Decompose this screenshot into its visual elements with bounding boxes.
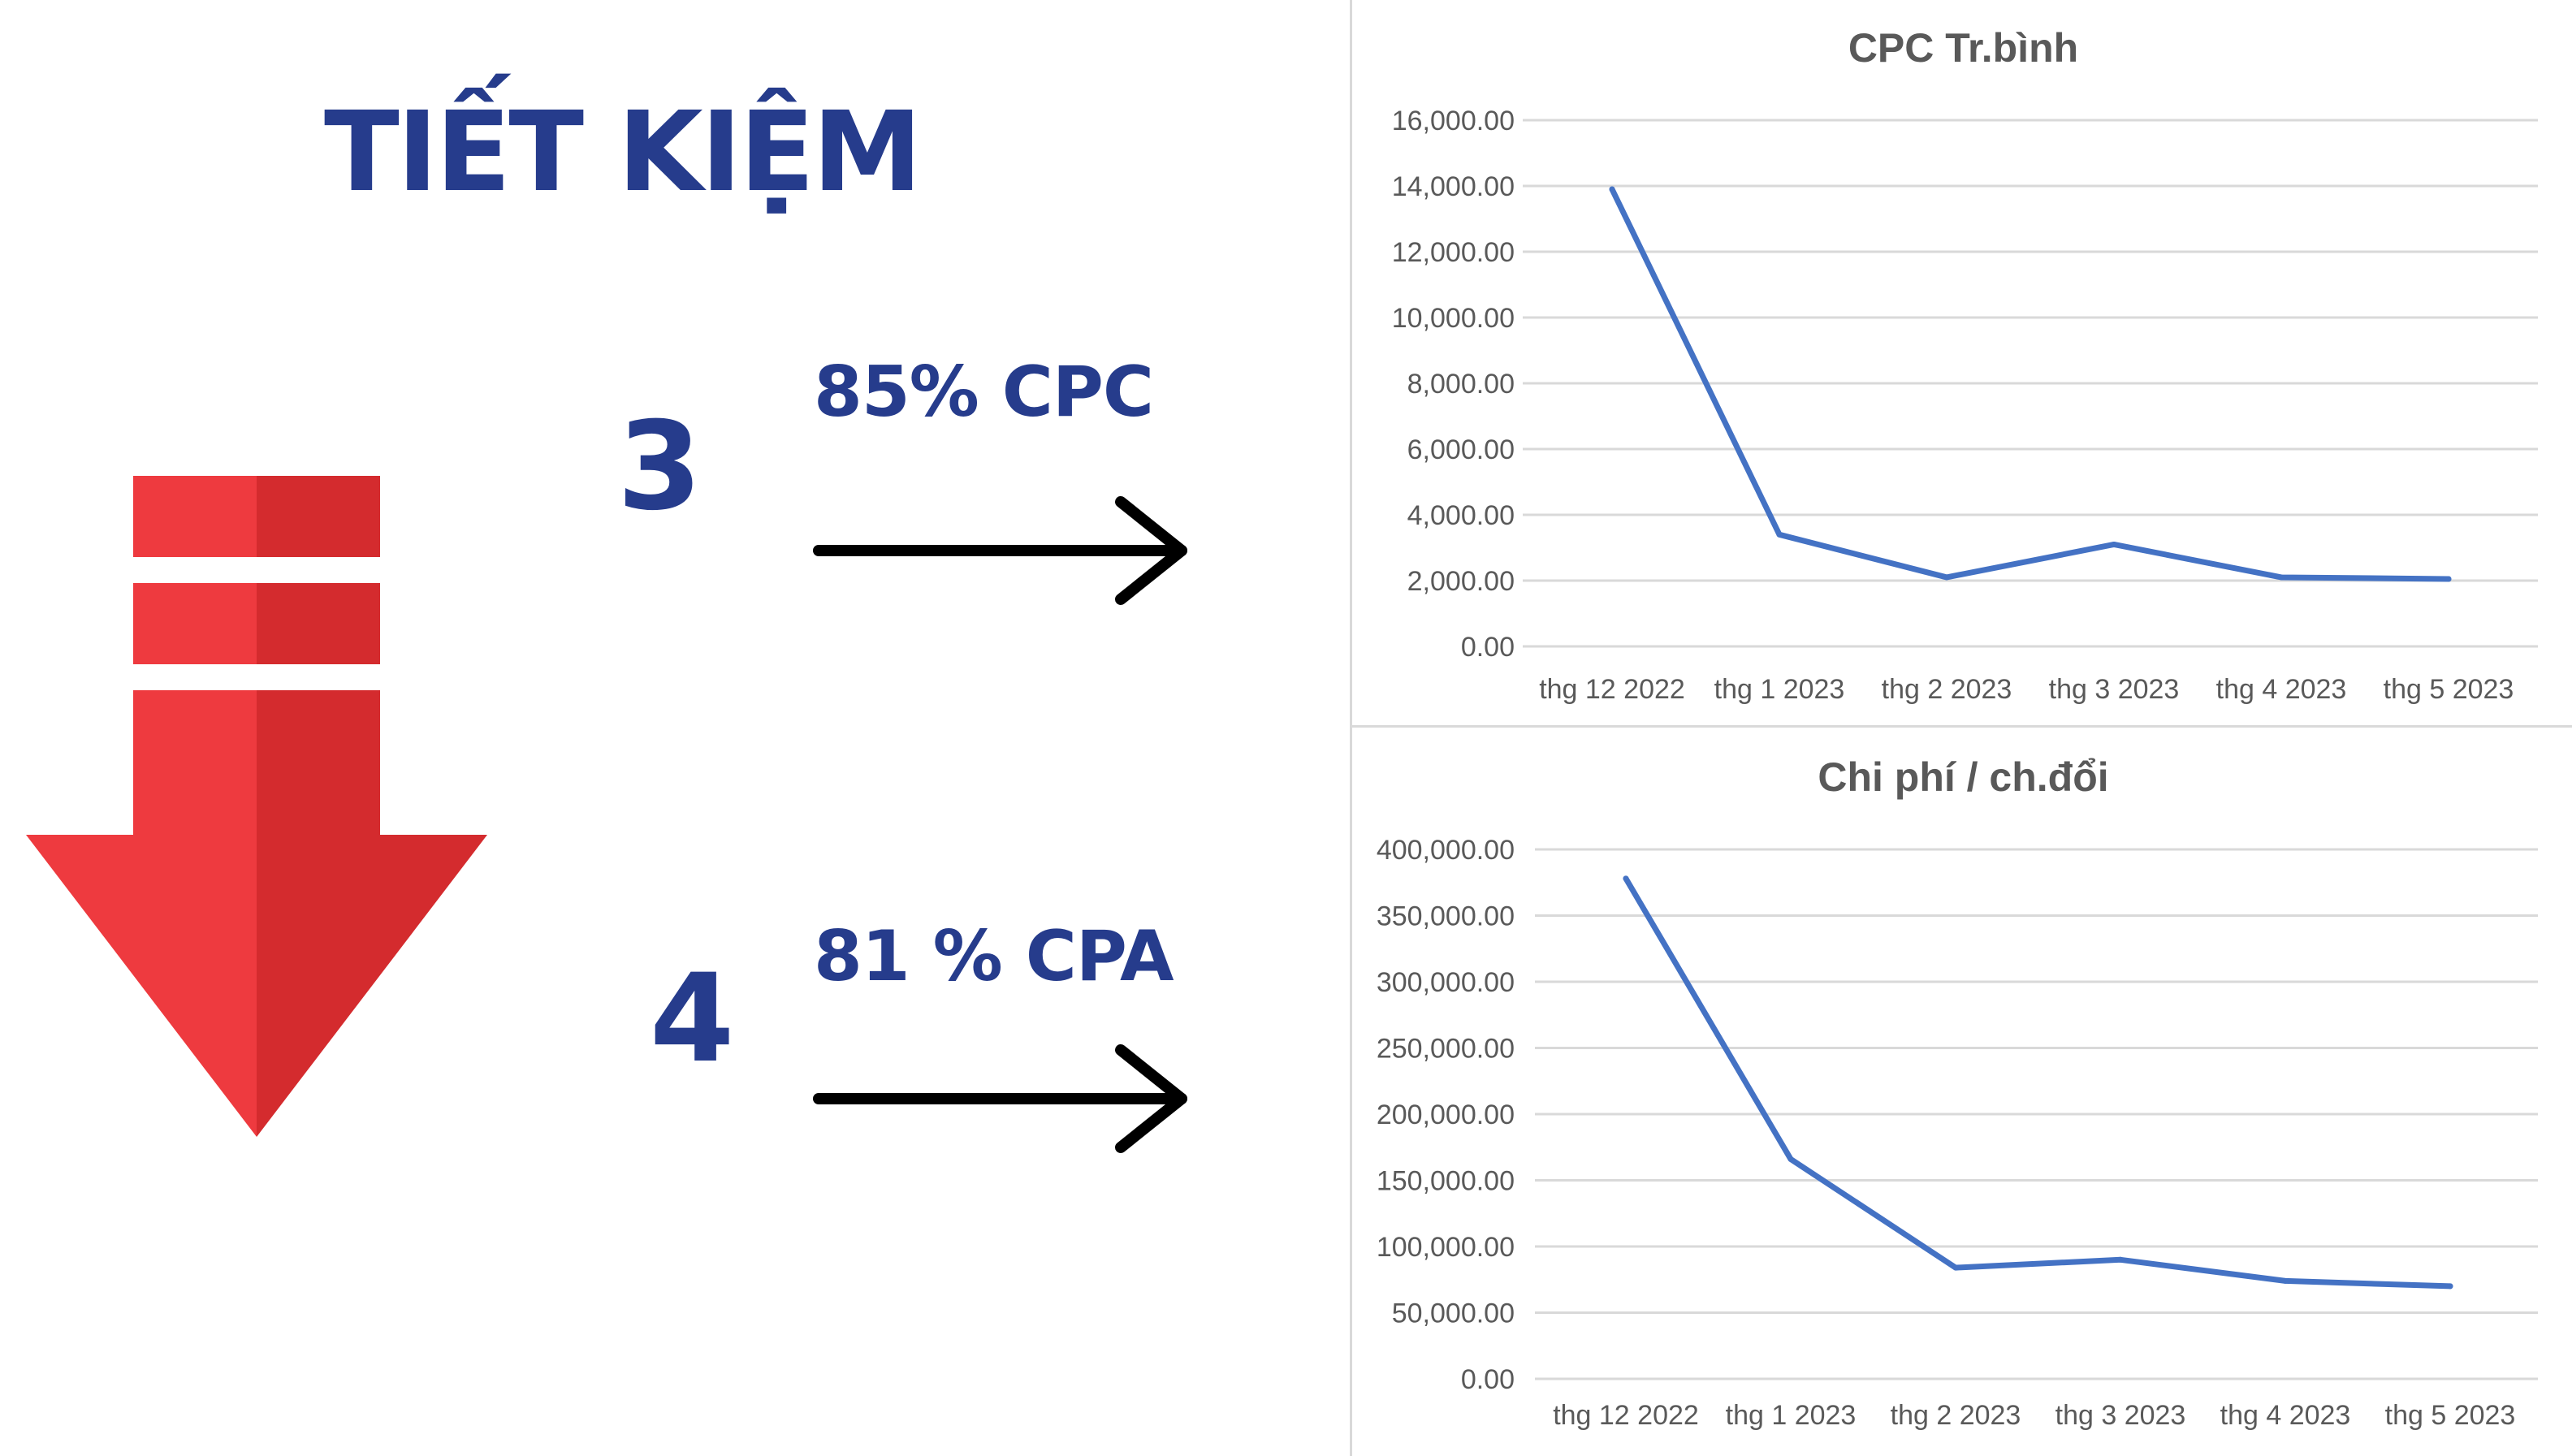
- x-tick-label: thg 2 2023: [1891, 1400, 2021, 1431]
- x-tick-label: thg 4 2023: [2216, 674, 2347, 705]
- cost-per-conversion-chart-plot: 400,000.00 350,000.00 300,000.00 250,000.00…: [1377, 835, 2538, 1431]
- cost-per-conversion-chart: Chi phí / ch.đổi 400,000.00 350,000.00 300…: [1350, 728, 2572, 1456]
- page-title: TIẾT KIỆM: [324, 89, 923, 217]
- cpc-chart-plot: 16,000.00 14,000.00 12,000.00 10,000.00 8,00…: [1392, 106, 2538, 705]
- y-tick-label: 4,000.00: [1407, 500, 1515, 531]
- data-point: [2282, 1277, 2289, 1284]
- chart-title: CPC Tr.bình: [1848, 25, 2079, 71]
- x-tick-label: thg 1 2023: [1726, 1400, 1857, 1431]
- x-tick-label: thg 12 2022: [1539, 674, 1685, 705]
- x-tick-label: thg 2 2023: [1882, 674, 2012, 705]
- chart-title: Chi phí / ch.đổi: [1818, 754, 2109, 800]
- y-tick-label: 16,000.00: [1392, 106, 1515, 136]
- series-line: [1609, 186, 2452, 582]
- x-tick-label: thg 4 2023: [2220, 1400, 2351, 1431]
- y-tick-label: 2,000.00: [1407, 566, 1515, 597]
- data-point: [1952, 1264, 1959, 1271]
- x-tick-label: thg 1 2023: [1714, 674, 1845, 705]
- data-point: [2111, 541, 2117, 547]
- y-tick-label: 250,000.00: [1377, 1034, 1515, 1065]
- data-point: [1776, 531, 1783, 538]
- item-number: 3: [617, 396, 702, 538]
- data-point: [2445, 576, 2452, 582]
- x-tick-label: thg 5 2023: [2384, 674, 2514, 705]
- y-tick-label: 0.00: [1461, 632, 1515, 663]
- y-tick-label: 50,000.00: [1392, 1298, 1515, 1329]
- item-stat: 81 % CPA: [814, 916, 1174, 997]
- right-arrow-icon: [813, 496, 1187, 605]
- y-tick-label: 0.00: [1461, 1364, 1515, 1395]
- data-point: [2447, 1283, 2453, 1290]
- x-tick-label: thg 3 2023: [2049, 674, 2180, 705]
- x-tick-label: thg 12 2022: [1553, 1400, 1699, 1431]
- down-arrow-icon: [26, 476, 487, 1137]
- y-tick-label: 200,000.00: [1377, 1100, 1515, 1130]
- y-tick-label: 100,000.00: [1377, 1232, 1515, 1263]
- item-stat: 85% CPC: [814, 352, 1154, 433]
- y-tick-label: 350,000.00: [1377, 901, 1515, 932]
- y-tick-label: 10,000.00: [1392, 303, 1515, 334]
- y-tick-label: 8,000.00: [1407, 369, 1515, 400]
- y-tick-label: 400,000.00: [1377, 835, 1515, 866]
- y-tick-label: 14,000.00: [1392, 171, 1515, 202]
- y-tick-label: 300,000.00: [1377, 967, 1515, 998]
- data-point: [1623, 875, 1629, 882]
- x-tick-label: thg 3 2023: [2055, 1400, 2186, 1431]
- y-tick-label: 6,000.00: [1407, 434, 1515, 465]
- y-tick-label: 150,000.00: [1377, 1166, 1515, 1197]
- x-tick-label: thg 5 2023: [2385, 1400, 2516, 1431]
- cpc-chart: CPC Tr.bình 16,000.00 14,000.00 12,000.00 1…: [1350, 0, 2572, 728]
- data-point: [1787, 1156, 1794, 1162]
- data-point: [1609, 186, 1615, 192]
- data-point: [2117, 1256, 2124, 1263]
- series-line: [1623, 875, 2453, 1290]
- data-point: [2278, 574, 2285, 581]
- y-tick-label: 12,000.00: [1392, 237, 1515, 268]
- data-point: [1943, 574, 1950, 581]
- item-number: 4: [650, 948, 735, 1090]
- right-arrow-icon: [813, 1044, 1187, 1153]
